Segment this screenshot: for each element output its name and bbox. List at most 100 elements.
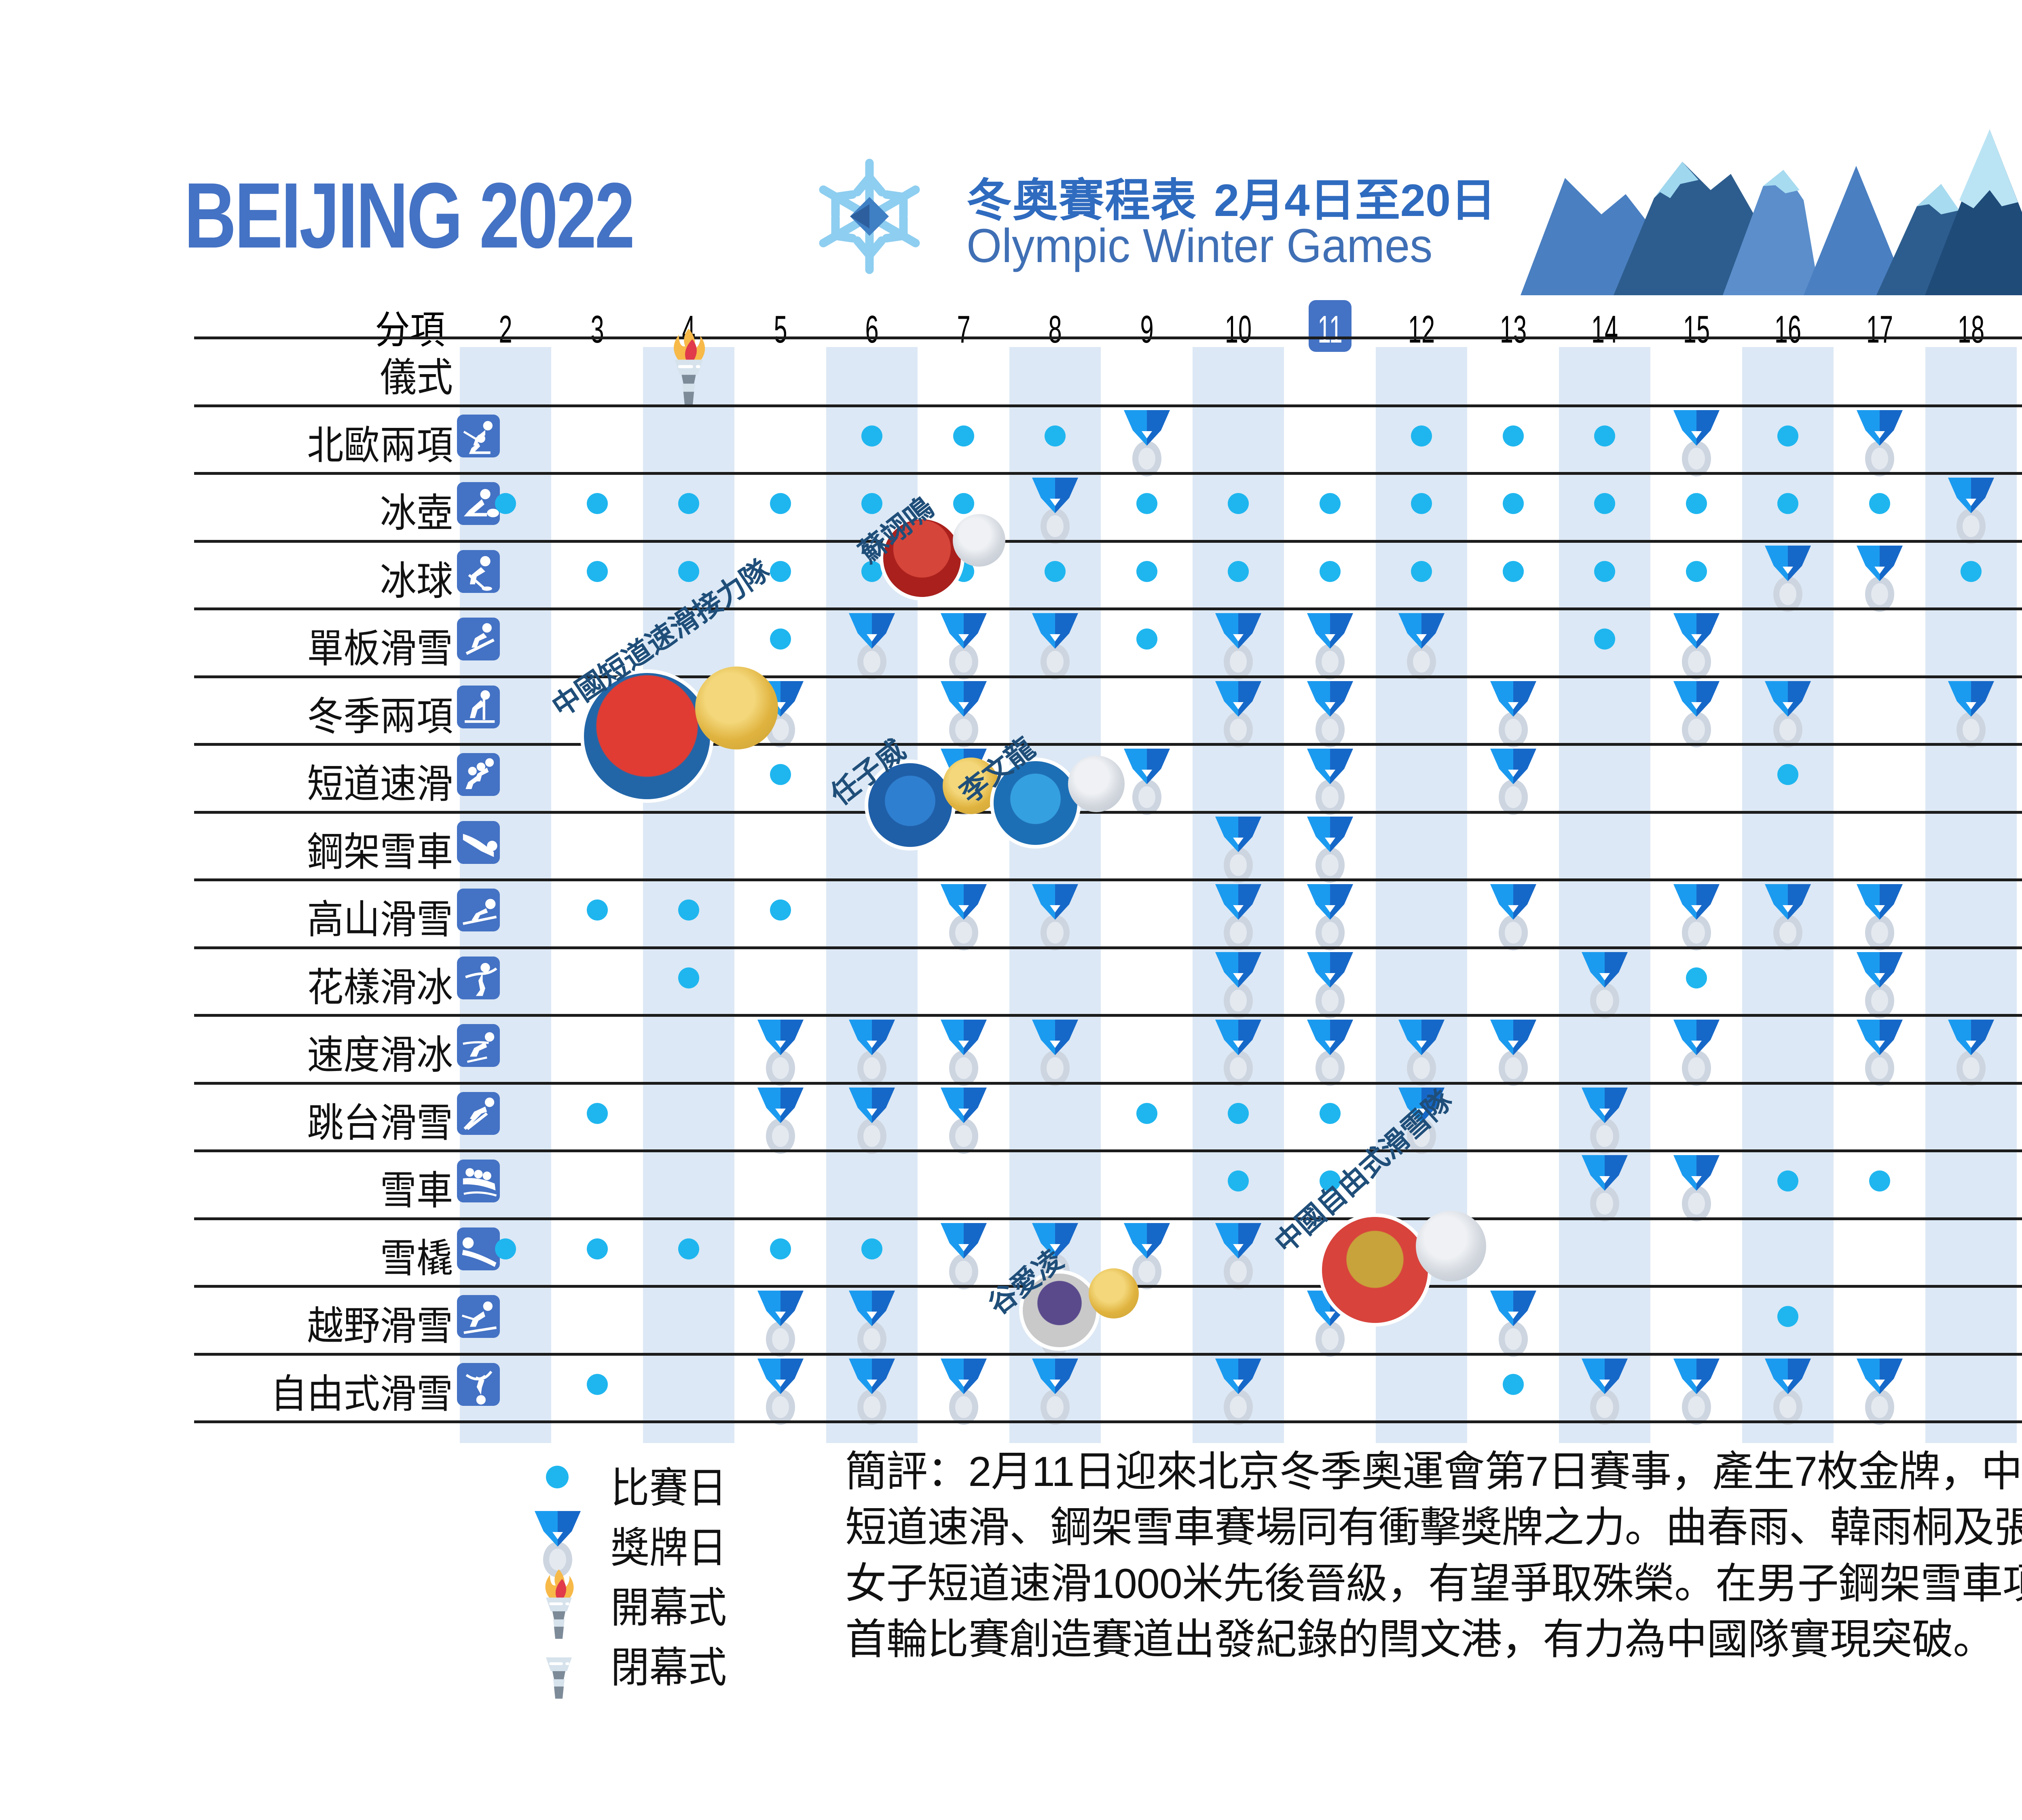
medal-icon[interactable] (846, 1355, 898, 1426)
torch-lit-icon[interactable] (666, 327, 711, 405)
competition-dot-icon[interactable] (1136, 561, 1157, 582)
competition-dot-icon[interactable] (1777, 764, 1798, 785)
competition-dot-icon[interactable] (1136, 493, 1157, 514)
medal-icon[interactable] (846, 1287, 898, 1358)
competition-dot-icon[interactable] (770, 1238, 791, 1259)
competition-dot-icon[interactable] (1502, 1373, 1524, 1395)
medal-icon[interactable] (1945, 474, 1997, 545)
medal-icon[interactable] (1578, 1152, 1631, 1223)
date-header-2[interactable]: 2 (499, 308, 512, 351)
medal-icon[interactable] (1212, 1016, 1265, 1087)
competition-dot-icon[interactable] (1594, 561, 1615, 582)
competition-dot-icon[interactable] (1136, 1103, 1157, 1124)
medal-icon[interactable] (1487, 745, 1540, 816)
medal-icon[interactable] (1304, 678, 1356, 749)
competition-dot-icon[interactable] (1411, 561, 1432, 582)
medal-icon[interactable] (1487, 678, 1540, 749)
date-header-10[interactable]: 10 (1225, 308, 1252, 351)
date-header-9[interactable]: 9 (1140, 308, 1154, 351)
medal-icon[interactable] (1029, 1016, 1081, 1087)
medal-icon[interactable] (1029, 610, 1081, 681)
medal-icon[interactable] (754, 1287, 807, 1358)
date-header-8[interactable]: 8 (1048, 308, 1062, 351)
medal-icon[interactable] (846, 610, 898, 681)
medal-icon[interactable] (1853, 407, 1906, 478)
medal-icon[interactable] (1762, 1355, 1814, 1426)
medal-icon[interactable] (1395, 1016, 1448, 1087)
medal-icon[interactable] (1670, 1152, 1723, 1223)
medal-icon[interactable] (1762, 678, 1814, 749)
competition-dot-icon[interactable] (678, 967, 699, 988)
competition-dot-icon[interactable] (1777, 1306, 1798, 1327)
medal-icon[interactable] (937, 678, 990, 749)
competition-dot-icon[interactable] (953, 493, 974, 514)
medal-icon[interactable] (1487, 1287, 1540, 1358)
medal-icon[interactable] (937, 881, 990, 952)
competition-dot-icon[interactable] (770, 764, 791, 785)
competition-dot-icon[interactable] (1319, 561, 1341, 582)
competition-dot-icon[interactable] (1594, 493, 1615, 514)
medal-icon[interactable] (1304, 745, 1356, 816)
competition-dot-icon[interactable] (586, 1373, 608, 1395)
medal-icon[interactable] (754, 1016, 807, 1087)
medal-icon[interactable] (1212, 1355, 1265, 1426)
competition-dot-icon[interactable] (1228, 561, 1249, 582)
medal-icon[interactable] (1212, 813, 1265, 884)
competition-dot-icon[interactable] (770, 561, 791, 582)
medal-icon[interactable] (1395, 610, 1448, 681)
competition-dot-icon[interactable] (678, 899, 699, 921)
medal-icon[interactable] (846, 1016, 898, 1087)
competition-dot-icon[interactable] (1136, 629, 1157, 650)
competition-dot-icon[interactable] (1319, 1103, 1341, 1124)
date-header-7[interactable]: 7 (956, 308, 971, 351)
competition-dot-icon[interactable] (1502, 561, 1524, 582)
competition-dot-icon[interactable] (586, 561, 608, 582)
medal-icon[interactable] (1304, 1016, 1356, 1087)
medal-icon[interactable] (1670, 881, 1723, 952)
competition-dot-icon[interactable] (1411, 425, 1432, 447)
competition-dot-icon[interactable] (861, 493, 882, 514)
medal-icon[interactable] (937, 1084, 990, 1155)
medal-icon[interactable] (1029, 881, 1081, 952)
competition-dot-icon[interactable] (1777, 1170, 1798, 1191)
date-header-5[interactable]: 5 (773, 308, 787, 351)
medal-icon[interactable] (1853, 1355, 1906, 1426)
competition-dot-icon[interactable] (1686, 493, 1707, 514)
medal-icon[interactable] (1304, 949, 1356, 1020)
competition-dot-icon[interactable] (678, 561, 699, 582)
medal-icon[interactable] (1304, 881, 1356, 952)
medal-icon[interactable] (1670, 678, 1723, 749)
competition-dot-icon[interactable] (1411, 493, 1432, 514)
medal-icon[interactable] (1945, 678, 1997, 749)
medal-icon[interactable] (1762, 542, 1814, 613)
competition-dot-icon[interactable] (1686, 561, 1707, 582)
medal-icon[interactable] (846, 1084, 898, 1155)
medal-icon[interactable] (937, 1220, 990, 1291)
medal-icon[interactable] (1945, 1016, 1997, 1087)
competition-dot-icon[interactable] (1045, 561, 1066, 582)
medal-icon[interactable] (1853, 542, 1906, 613)
medal-icon[interactable] (1395, 1084, 1448, 1155)
competition-dot-icon[interactable] (1686, 967, 1707, 988)
competition-dot-icon[interactable] (1777, 425, 1798, 447)
medal-icon[interactable] (1121, 407, 1173, 478)
medal-icon[interactable] (1304, 813, 1356, 884)
medal-icon[interactable] (754, 1355, 807, 1426)
competition-dot-icon[interactable] (861, 425, 882, 447)
competition-dot-icon[interactable] (495, 1238, 516, 1259)
date-header-13[interactable]: 13 (1500, 308, 1527, 351)
competition-dot-icon[interactable] (861, 561, 882, 582)
date-header-11[interactable]: 11 (1317, 308, 1343, 351)
date-header-16[interactable]: 16 (1774, 308, 1802, 351)
competition-dot-icon[interactable] (1502, 493, 1524, 514)
date-header-12[interactable]: 12 (1408, 308, 1435, 351)
competition-dot-icon[interactable] (586, 899, 608, 921)
competition-dot-icon[interactable] (1228, 1103, 1249, 1124)
competition-dot-icon[interactable] (678, 1238, 699, 1259)
competition-dot-icon[interactable] (1045, 425, 1066, 447)
competition-dot-icon[interactable] (770, 899, 791, 921)
competition-dot-icon[interactable] (586, 493, 608, 514)
medal-icon[interactable] (1212, 610, 1265, 681)
competition-dot-icon[interactable] (1319, 1170, 1341, 1191)
competition-dot-icon[interactable] (1594, 629, 1615, 650)
